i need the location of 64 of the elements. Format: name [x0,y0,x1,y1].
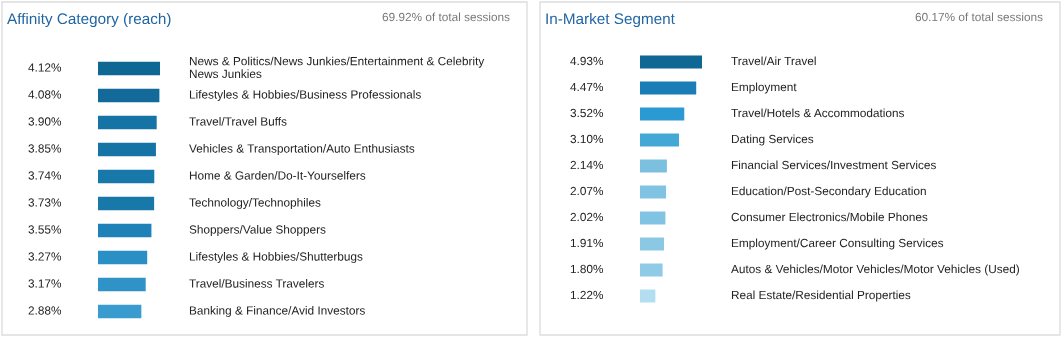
bar [98,196,155,211]
bar [640,289,656,303]
chart-title: In-Market Segment [546,12,675,28]
data-label: 3.10% [570,134,604,144]
y-tick-label: Travel/Air Travel [731,56,816,66]
bar [640,81,697,95]
bar [98,88,160,103]
bar [98,169,155,184]
data-label: 4.08% [28,90,62,99]
data-label: 2.02% [570,212,604,222]
y-tick-label: Education/Post-Secondary Education [731,186,926,198]
bar [640,55,702,69]
y-tick-label: Consumer Electronics/Mobile Phones [731,212,928,222]
y-tick-label: Home & Garden/Do-It-Yourselfers [189,171,366,180]
bar [98,277,146,292]
data-label: 3.73% [28,198,62,207]
chart-title: Affinity Category (reach) [7,12,171,28]
data-label: 4.93% [570,56,604,66]
data-label: 3.52% [570,108,604,118]
bar [640,185,667,199]
data-label: 4.12% [28,63,62,72]
y-tick-label: Banking & Finance/Avid Investors [189,306,365,317]
y-tick-label: Real Estate/Residential Properties [731,290,911,302]
data-label: 2.88% [28,306,62,315]
bar [640,159,667,173]
data-label: 3.17% [28,279,62,288]
y-tick-label: Shoppers/Value Shoppers [189,225,326,236]
y-tick-label: Employment [731,82,797,94]
bar [98,61,160,76]
y-tick-label: Dating Services [731,134,814,146]
bar [640,211,666,225]
data-label: 3.55% [28,225,62,234]
data-label: 4.47% [570,82,604,92]
y-tick-label: Autos & Vehicles/Motor Vehicles/Motor Vehicles (Used) [731,264,1019,276]
y-tick-label: Travel/Business Travelers [189,279,324,288]
data-label: 2.07% [570,186,604,196]
data-label: 1.80% [570,264,604,274]
data-label: 3.74% [28,171,62,180]
y-tick-label: Financial Services/Investment Services [731,160,936,170]
y-tick-label: Lifestyles & Hobbies/Shutterbugs [189,252,363,263]
bar [640,133,679,147]
bar [98,304,142,319]
y-tick-label: Lifestyles & Hobbies/Business Professionals [189,90,421,101]
y-tick-label: News & Politics/News Junkies/Entertainment & Celebrity News Junkies [189,56,485,79]
data-label: 1.91% [570,238,604,248]
y-tick-label: Employment/Career Consulting Services [731,238,944,250]
bar [98,115,157,130]
y-tick-label: Vehicles & Transportation/Auto Enthusiasts [189,144,415,155]
data-label: 3.85% [28,144,62,153]
bar [640,263,663,277]
text: 69.92% of total sessions [382,12,510,22]
data-label: 2.14% [570,160,604,170]
bar [98,250,148,265]
y-tick-label: Technology/Technophiles [189,198,321,209]
bar [640,107,685,121]
text: 60.17% of total sessions [915,12,1043,22]
y-tick-label: Travel/Travel Buffs [189,117,287,126]
data-label: 3.27% [28,252,62,261]
data-label: 1.22% [570,290,604,300]
bar [98,223,152,238]
y-tick-label: Travel/Hotels & Accommodations [731,108,905,118]
bar [640,237,665,251]
data-label: 3.90% [28,117,62,126]
bar [98,142,156,157]
